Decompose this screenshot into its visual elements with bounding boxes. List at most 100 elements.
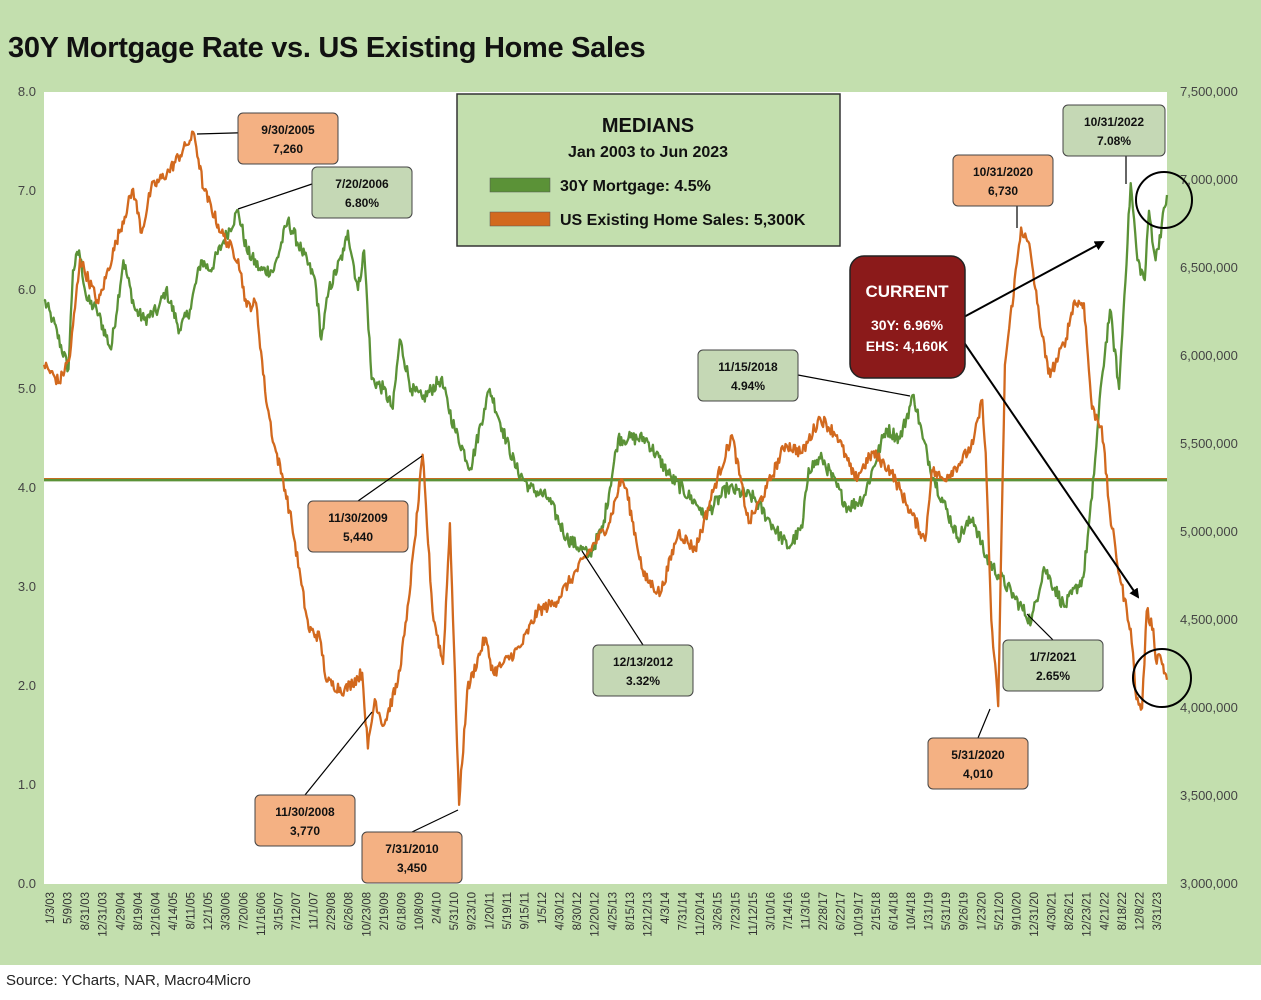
x-axis-tick-label: 5/31/19: [941, 892, 953, 930]
x-axis-tick-label: 6/26/08: [344, 892, 356, 930]
annotation-value: 2.65%: [1036, 669, 1070, 683]
current-arrow-mortgage: [961, 241, 1105, 319]
annotation-leader: [411, 809, 459, 833]
left-axis-tick-label: 5.0: [18, 381, 36, 396]
annotation-date: 7/20/2006: [335, 177, 389, 191]
source-note: Source: YCharts, NAR, Macro4Micro: [6, 972, 251, 989]
current-sales: EHS: 4,160K: [866, 338, 948, 354]
x-axis-tick-label: 8/26/21: [1064, 892, 1076, 930]
series-lines: [42, 130, 1169, 806]
x-axis-tick-label: 11/3/16: [801, 892, 813, 930]
current-title: CURRENT: [865, 282, 949, 301]
chart-svg: 0.0 1.0 2.0 3.0 4.0 5.0 6.0 7.0 8.0 3,000,000 3,50…: [18, 84, 1238, 937]
annotation-leader: [581, 550, 644, 646]
annotation-sales: 9/30/2005 7,260: [196, 112, 339, 165]
annotation-date: 5/31/2020: [951, 748, 1005, 762]
annotation-sales: 11/30/2008 3,770: [254, 711, 373, 847]
annotation-date: 11/30/2008: [275, 805, 335, 819]
x-axis-tick-label: 4/30/12: [555, 892, 567, 930]
x-axis-tick-label: 4/30/21: [1047, 892, 1059, 930]
x-axis-tick-label: 4/21/22: [1099, 892, 1111, 930]
current-callout: CURRENT 30Y: 6.96% EHS: 4,160K: [849, 171, 1193, 708]
x-axis-tick-label: 9/26/19: [959, 892, 971, 930]
left-axis-tick-label: 2.0: [18, 678, 36, 693]
chart-title: 30Y Mortgage Rate vs. US Existing Home S…: [8, 32, 646, 64]
x-axis-tick-label: 8/11/05: [186, 892, 198, 930]
right-axis-tick-label: 4,000,000: [1180, 700, 1238, 715]
x-axis-tick-label: 4/3/14: [660, 891, 672, 924]
left-axis-tick-label: 3.0: [18, 579, 36, 594]
annotation-leader: [357, 455, 423, 502]
x-axis-tick-label: 5/31/10: [449, 892, 461, 930]
annotation-date: 1/7/2021: [1030, 650, 1077, 664]
legend-subtitle: Jan 2003 to Jun 2023: [568, 144, 728, 161]
right-axis-tick-label: 4,500,000: [1180, 612, 1238, 627]
annotation-value: 5,440: [343, 530, 373, 544]
x-axis-tick-label: 10/8/09: [414, 892, 426, 930]
left-axis-tick-label: 0.0: [18, 876, 36, 891]
x-axis-tick-label: 7/12/07: [291, 892, 303, 930]
x-axis-tick-label: 6/22/17: [836, 892, 848, 930]
x-axis-tick-label: 7/31/14: [678, 891, 690, 930]
legend-label-sales: US Existing Home Sales: 5,300K: [560, 212, 806, 229]
right-axis-tick-label: 6,000,000: [1180, 348, 1238, 363]
annotation-mortgage: 11/15/2018 4.94%: [697, 349, 911, 402]
x-axis-tick-label: 3/31/23: [1152, 892, 1164, 930]
x-axis-tick-label: 5/19/11: [502, 892, 514, 930]
annotation-box: [952, 154, 1054, 207]
x-axis-tick-label: 2/15/18: [871, 892, 883, 930]
annotation-value: 4.94%: [731, 379, 765, 393]
annotation-value: 4,010: [963, 767, 993, 781]
x-axis-tick-label: 12/16/04: [150, 891, 162, 936]
x-axis-tick-label: 4/14/05: [168, 892, 180, 930]
annotation-value: 3,770: [290, 824, 320, 838]
legend-swatch-sales: [489, 211, 551, 227]
x-axis-tick-label: 11/16/06: [256, 892, 268, 936]
x-axis-tick-label: 6/14/18: [888, 892, 900, 930]
right-axis-tick-label: 7,000,000: [1180, 172, 1238, 187]
annotation-box: [361, 831, 463, 884]
current-arrow-sales: [949, 321, 1140, 599]
annotation-leader: [797, 374, 911, 397]
x-axis-tick-label: 1/5/12: [537, 892, 549, 924]
x-axis-tick-label: 1/31/19: [924, 892, 936, 930]
x-axis-tick-label: 10/19/17: [853, 892, 865, 937]
x-axis-tick-label: 8/30/12: [572, 892, 584, 930]
annotation-box: [927, 737, 1029, 790]
x-axis-tick-label: 5/21/20: [994, 892, 1006, 930]
x-axis-tick-label: 12/23/21: [1082, 892, 1094, 937]
annotation-box: [1002, 639, 1104, 692]
left-axis-tick-label: 4.0: [18, 480, 36, 495]
annotation-box: [254, 794, 356, 847]
annotation-date: 10/31/2022: [1084, 115, 1144, 129]
x-axis-tick-label: 8/18/22: [1117, 892, 1129, 930]
left-axis-tick-label: 1.0: [18, 777, 36, 792]
annotation-box: [237, 112, 339, 165]
x-axis-tick-label: 11/12/15: [748, 892, 760, 936]
x-axis-tick-label: 4/29/04: [115, 891, 127, 930]
annotation-date: 9/30/2005: [261, 123, 315, 137]
legend-label-mortgage: 30Y Mortgage: 4.5%: [560, 178, 711, 195]
x-axis-tick-label: 1/20/11: [484, 892, 496, 930]
x-axis-tick-label: 12/20/12: [590, 892, 602, 937]
axes: 0.0 1.0 2.0 3.0 4.0 5.0 6.0 7.0 8.0 3,000,000 3,50…: [18, 84, 1238, 937]
x-axis-tick-label: 10/4/18: [906, 892, 918, 930]
mortgage-series-line: [43, 181, 1169, 627]
right-axis-tick-label: 5,500,000: [1180, 436, 1238, 451]
annotation-box: [592, 644, 694, 697]
annotation-date: 7/31/2010: [385, 842, 439, 856]
x-axis-tick-label: 3/15/07: [273, 892, 285, 930]
x-axis-tick-label: 3/30/06: [221, 892, 233, 930]
annotation-value: 6,730: [988, 184, 1018, 198]
annotation-value: 6.80%: [345, 196, 379, 210]
reference-lines: [44, 477, 1167, 482]
x-axis-tick-label: 12/31/03: [98, 892, 110, 937]
x-axis-tick-label: 10/23/08: [361, 892, 373, 937]
x-axis-tick-label: 2/29/08: [326, 892, 338, 930]
annotation-mortgage: 10/31/2022 7.08%: [1062, 104, 1166, 184]
x-axis-tick-label: 12/1/05: [203, 892, 215, 930]
current-sales-circle: [1132, 648, 1192, 708]
current-mortgage: 30Y: 6.96%: [871, 317, 944, 333]
annotation-box: [307, 500, 409, 553]
x-axis-tick-label: 1/3/03: [45, 892, 57, 924]
